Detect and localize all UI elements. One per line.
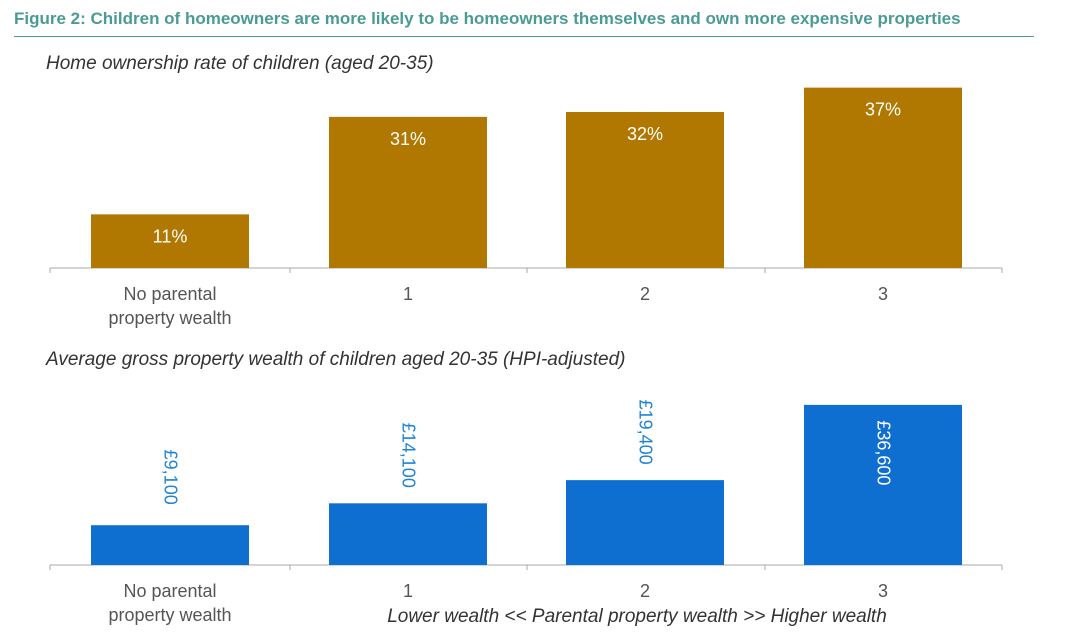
bar (329, 116, 487, 268)
x-tick-label: property wealth (108, 605, 231, 625)
chart-title-ownership: Home ownership rate of children (aged 20… (46, 53, 434, 74)
bar (329, 503, 487, 565)
x-tick-label: 2 (640, 581, 650, 601)
bar (804, 404, 962, 565)
x-tick-label: 1 (403, 284, 413, 304)
data-label: 37% (865, 100, 901, 120)
bar (804, 87, 962, 268)
data-label: £14,100 (398, 423, 418, 488)
bar (566, 112, 724, 268)
x-tick-label: 1 (403, 581, 413, 601)
ownership-bars: 11% 31% 32% 37% No parental property wealth 1 2… (49, 87, 1003, 328)
x-tick-label: No parental (123, 581, 216, 601)
chart-title-wealth: Average gross property wealth of childre… (45, 349, 625, 370)
data-label: £19,400 (635, 400, 655, 465)
bar (91, 525, 249, 565)
title-divider (14, 36, 1034, 37)
chart-ownership-rate: Home ownership rate of children (aged 20… (46, 53, 1003, 328)
x-tick-label: 3 (878, 581, 888, 601)
data-label: 31% (390, 129, 426, 149)
figure-title: Figure 2: Children of homeowners are mor… (14, 9, 961, 28)
x-tick-label: 2 (640, 284, 650, 304)
x-tick-label: property wealth (108, 308, 231, 328)
data-label: £36,600 (873, 420, 893, 485)
wealth-bars: £9,100 £14,100 £19,400 £36,600 No parental pr… (49, 400, 1003, 625)
x-axis-title: Lower wealth << Parental property wealth… (387, 606, 887, 627)
data-label: £9,100 (160, 450, 180, 505)
chart-property-wealth: Average gross property wealth of childre… (45, 349, 1003, 627)
bar (91, 214, 249, 268)
x-tick-label: 3 (878, 284, 888, 304)
data-label: 32% (627, 124, 663, 144)
x-tick-label: No parental (123, 284, 216, 304)
data-label: 11% (153, 226, 188, 246)
bar (566, 480, 724, 565)
